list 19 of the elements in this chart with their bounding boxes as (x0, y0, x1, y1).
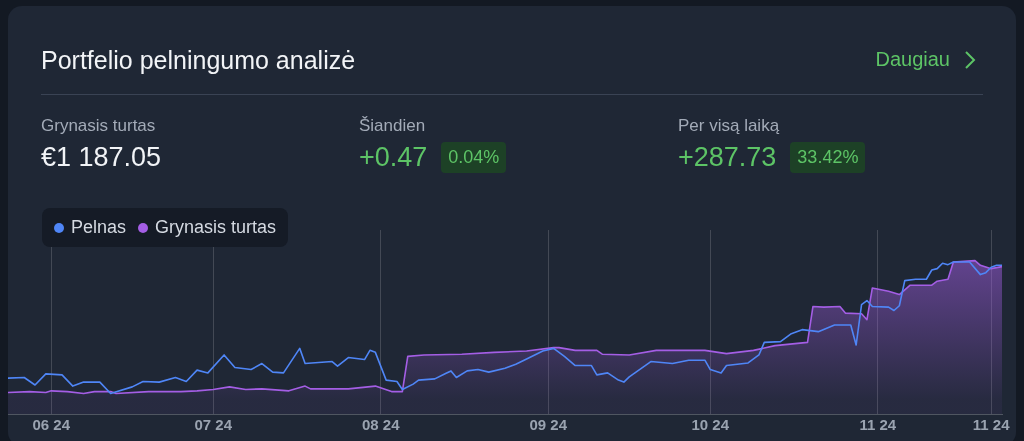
text: Grynasis turtas (41, 116, 157, 136)
x-tick-label: 09 24 (529, 416, 568, 434)
text: Šiandien (359, 116, 427, 136)
text: 0.04% (441, 142, 507, 173)
x-tick-label: 07 24 (194, 416, 233, 434)
text: Per visą laiką (678, 116, 781, 136)
chart-title: Portfelio pelningumo analizė (41, 46, 356, 75)
legend-label: Grynasis turtas (154, 217, 277, 238)
x-tick-label: 11 24 (859, 416, 897, 434)
legend-label: Pelnas (70, 217, 127, 238)
text: €1 187.05 (41, 142, 162, 173)
x-tick-label: 11 24 (972, 416, 1011, 434)
text: 33.42% (790, 142, 866, 173)
text: +287.73 (678, 142, 777, 173)
x-tick-label: 08 24 (361, 416, 401, 434)
text: +0.47 (359, 142, 428, 173)
x-tick-label: 06 24 (32, 416, 71, 434)
text: Daugiau (875, 48, 950, 71)
x-tick-label: 10 24 (691, 416, 730, 434)
